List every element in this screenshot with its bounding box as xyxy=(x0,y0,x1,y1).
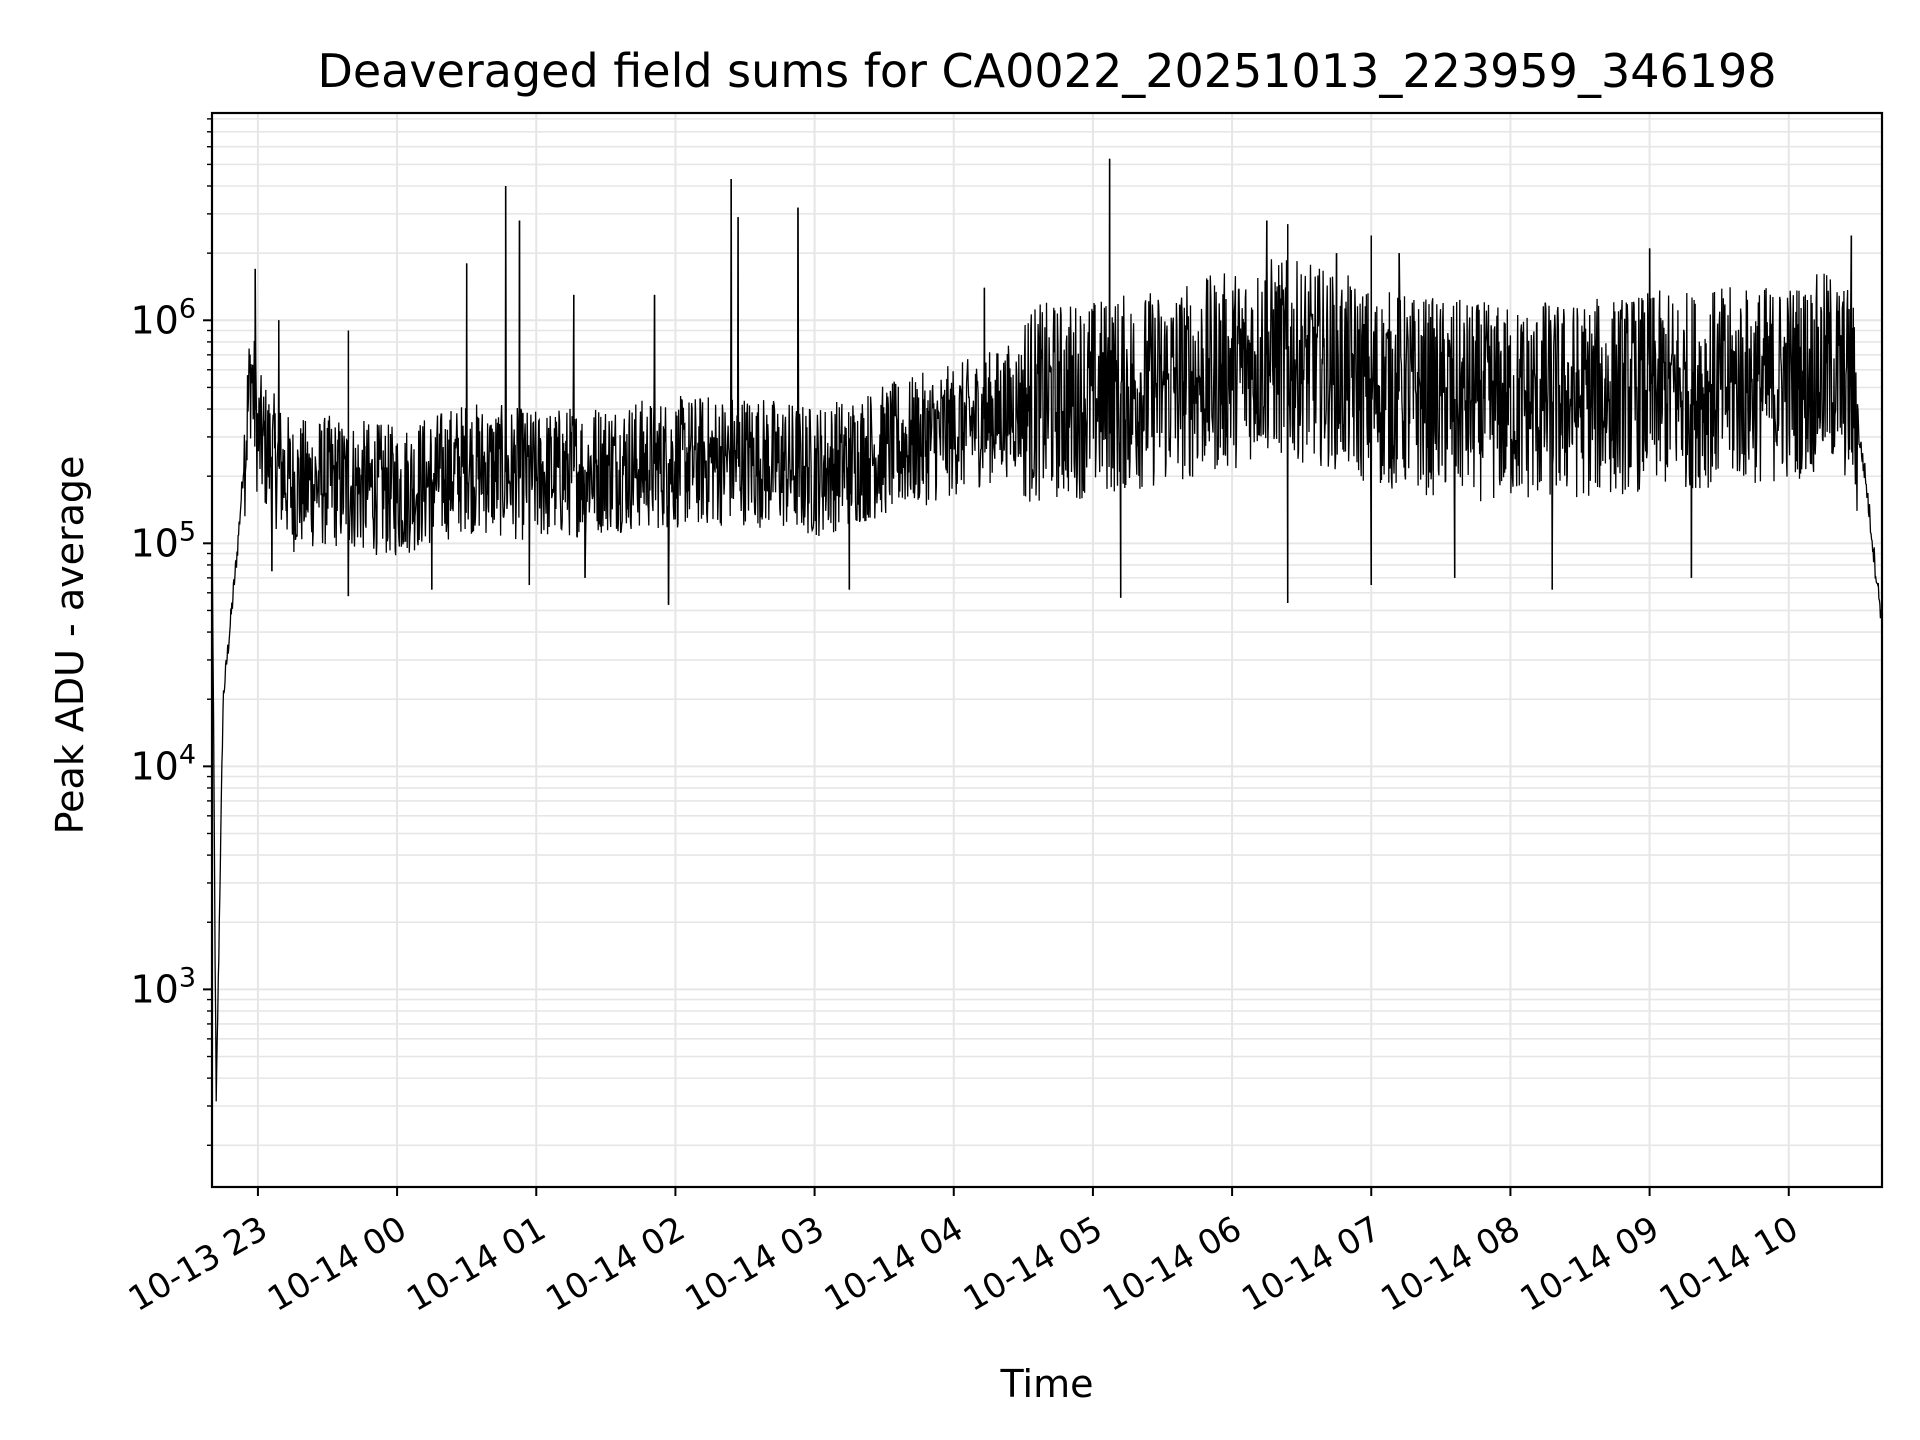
x-tick-label: 10-14 10 xyxy=(1653,1209,1805,1320)
x-tick-label: 10-13 23 xyxy=(122,1209,274,1320)
major-grid xyxy=(212,113,1882,1187)
x-tick-label: 10-14 08 xyxy=(1374,1209,1526,1320)
x-axis-label: Time xyxy=(1000,1362,1094,1406)
x-tick-label: 10-14 04 xyxy=(818,1209,970,1320)
x-tick-label: 10-14 09 xyxy=(1514,1209,1666,1320)
x-tick-label: 10-14 06 xyxy=(1096,1209,1248,1320)
x-tick-label: 10-14 00 xyxy=(261,1209,413,1320)
series-line xyxy=(211,158,1883,1102)
x-tick-label: 10-14 01 xyxy=(400,1209,552,1320)
y-axis: 103 104 105 106 xyxy=(130,118,212,1146)
x-tick-label: 10-14 02 xyxy=(539,1209,691,1320)
chart-title: Deaveraged field sums for CA0022_2025101… xyxy=(317,44,1777,98)
x-tick-label: 10-14 05 xyxy=(957,1209,1109,1320)
x-tick-label: 10-14 07 xyxy=(1235,1209,1387,1320)
plot-frame xyxy=(210,111,1884,1189)
minor-grid xyxy=(212,118,1882,1147)
x-tick-label: 10-14 03 xyxy=(679,1209,831,1320)
data-series xyxy=(211,158,1883,1102)
y-tick-label: 105 xyxy=(130,516,196,565)
y-tick-label: 103 xyxy=(130,962,196,1011)
y-tick-label: 106 xyxy=(130,293,196,342)
y-tick-label: 104 xyxy=(130,739,196,788)
